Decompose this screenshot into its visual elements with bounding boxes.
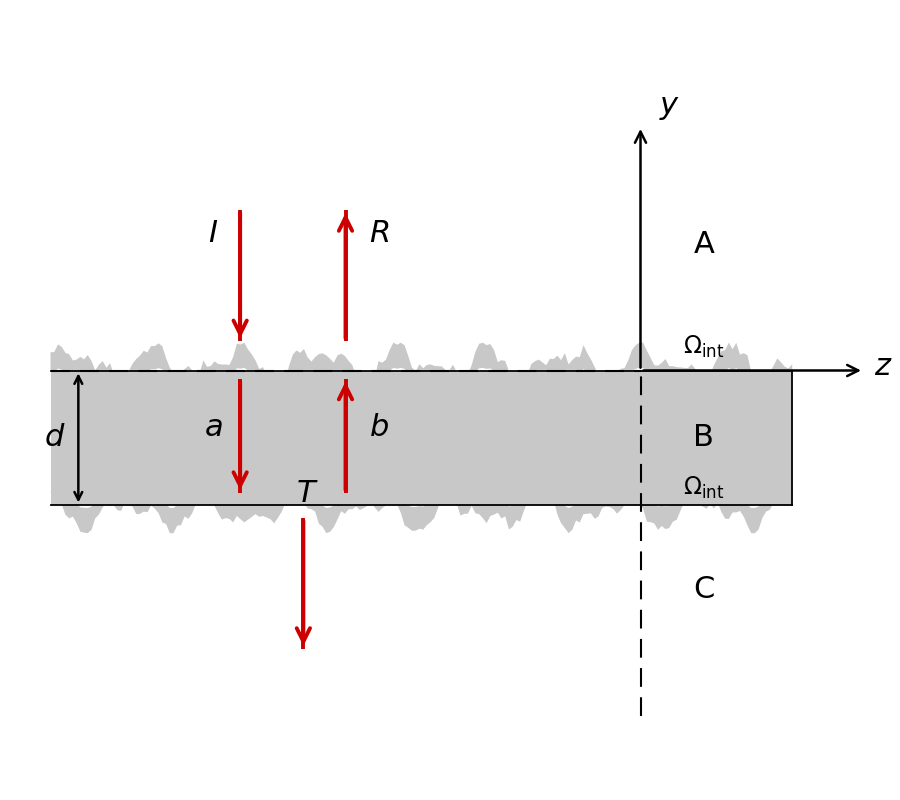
Text: $I$: $I$ — [208, 218, 219, 248]
Text: $a$: $a$ — [203, 413, 222, 442]
Polygon shape — [50, 492, 792, 533]
Text: $R$: $R$ — [369, 218, 390, 248]
Text: $\Omega_{\rm int}$: $\Omega_{\rm int}$ — [683, 475, 724, 501]
Text: B: B — [693, 423, 714, 453]
Bar — [50, 370, 792, 506]
Text: $y$: $y$ — [659, 93, 680, 122]
Text: $z$: $z$ — [874, 352, 893, 381]
Text: $d$: $d$ — [44, 423, 66, 453]
Text: $b$: $b$ — [369, 413, 389, 442]
Text: $\Omega_{\rm int}$: $\Omega_{\rm int}$ — [683, 334, 724, 360]
Text: $T$: $T$ — [296, 479, 319, 508]
Text: A: A — [693, 230, 714, 258]
Text: C: C — [693, 575, 715, 604]
Polygon shape — [50, 342, 792, 384]
